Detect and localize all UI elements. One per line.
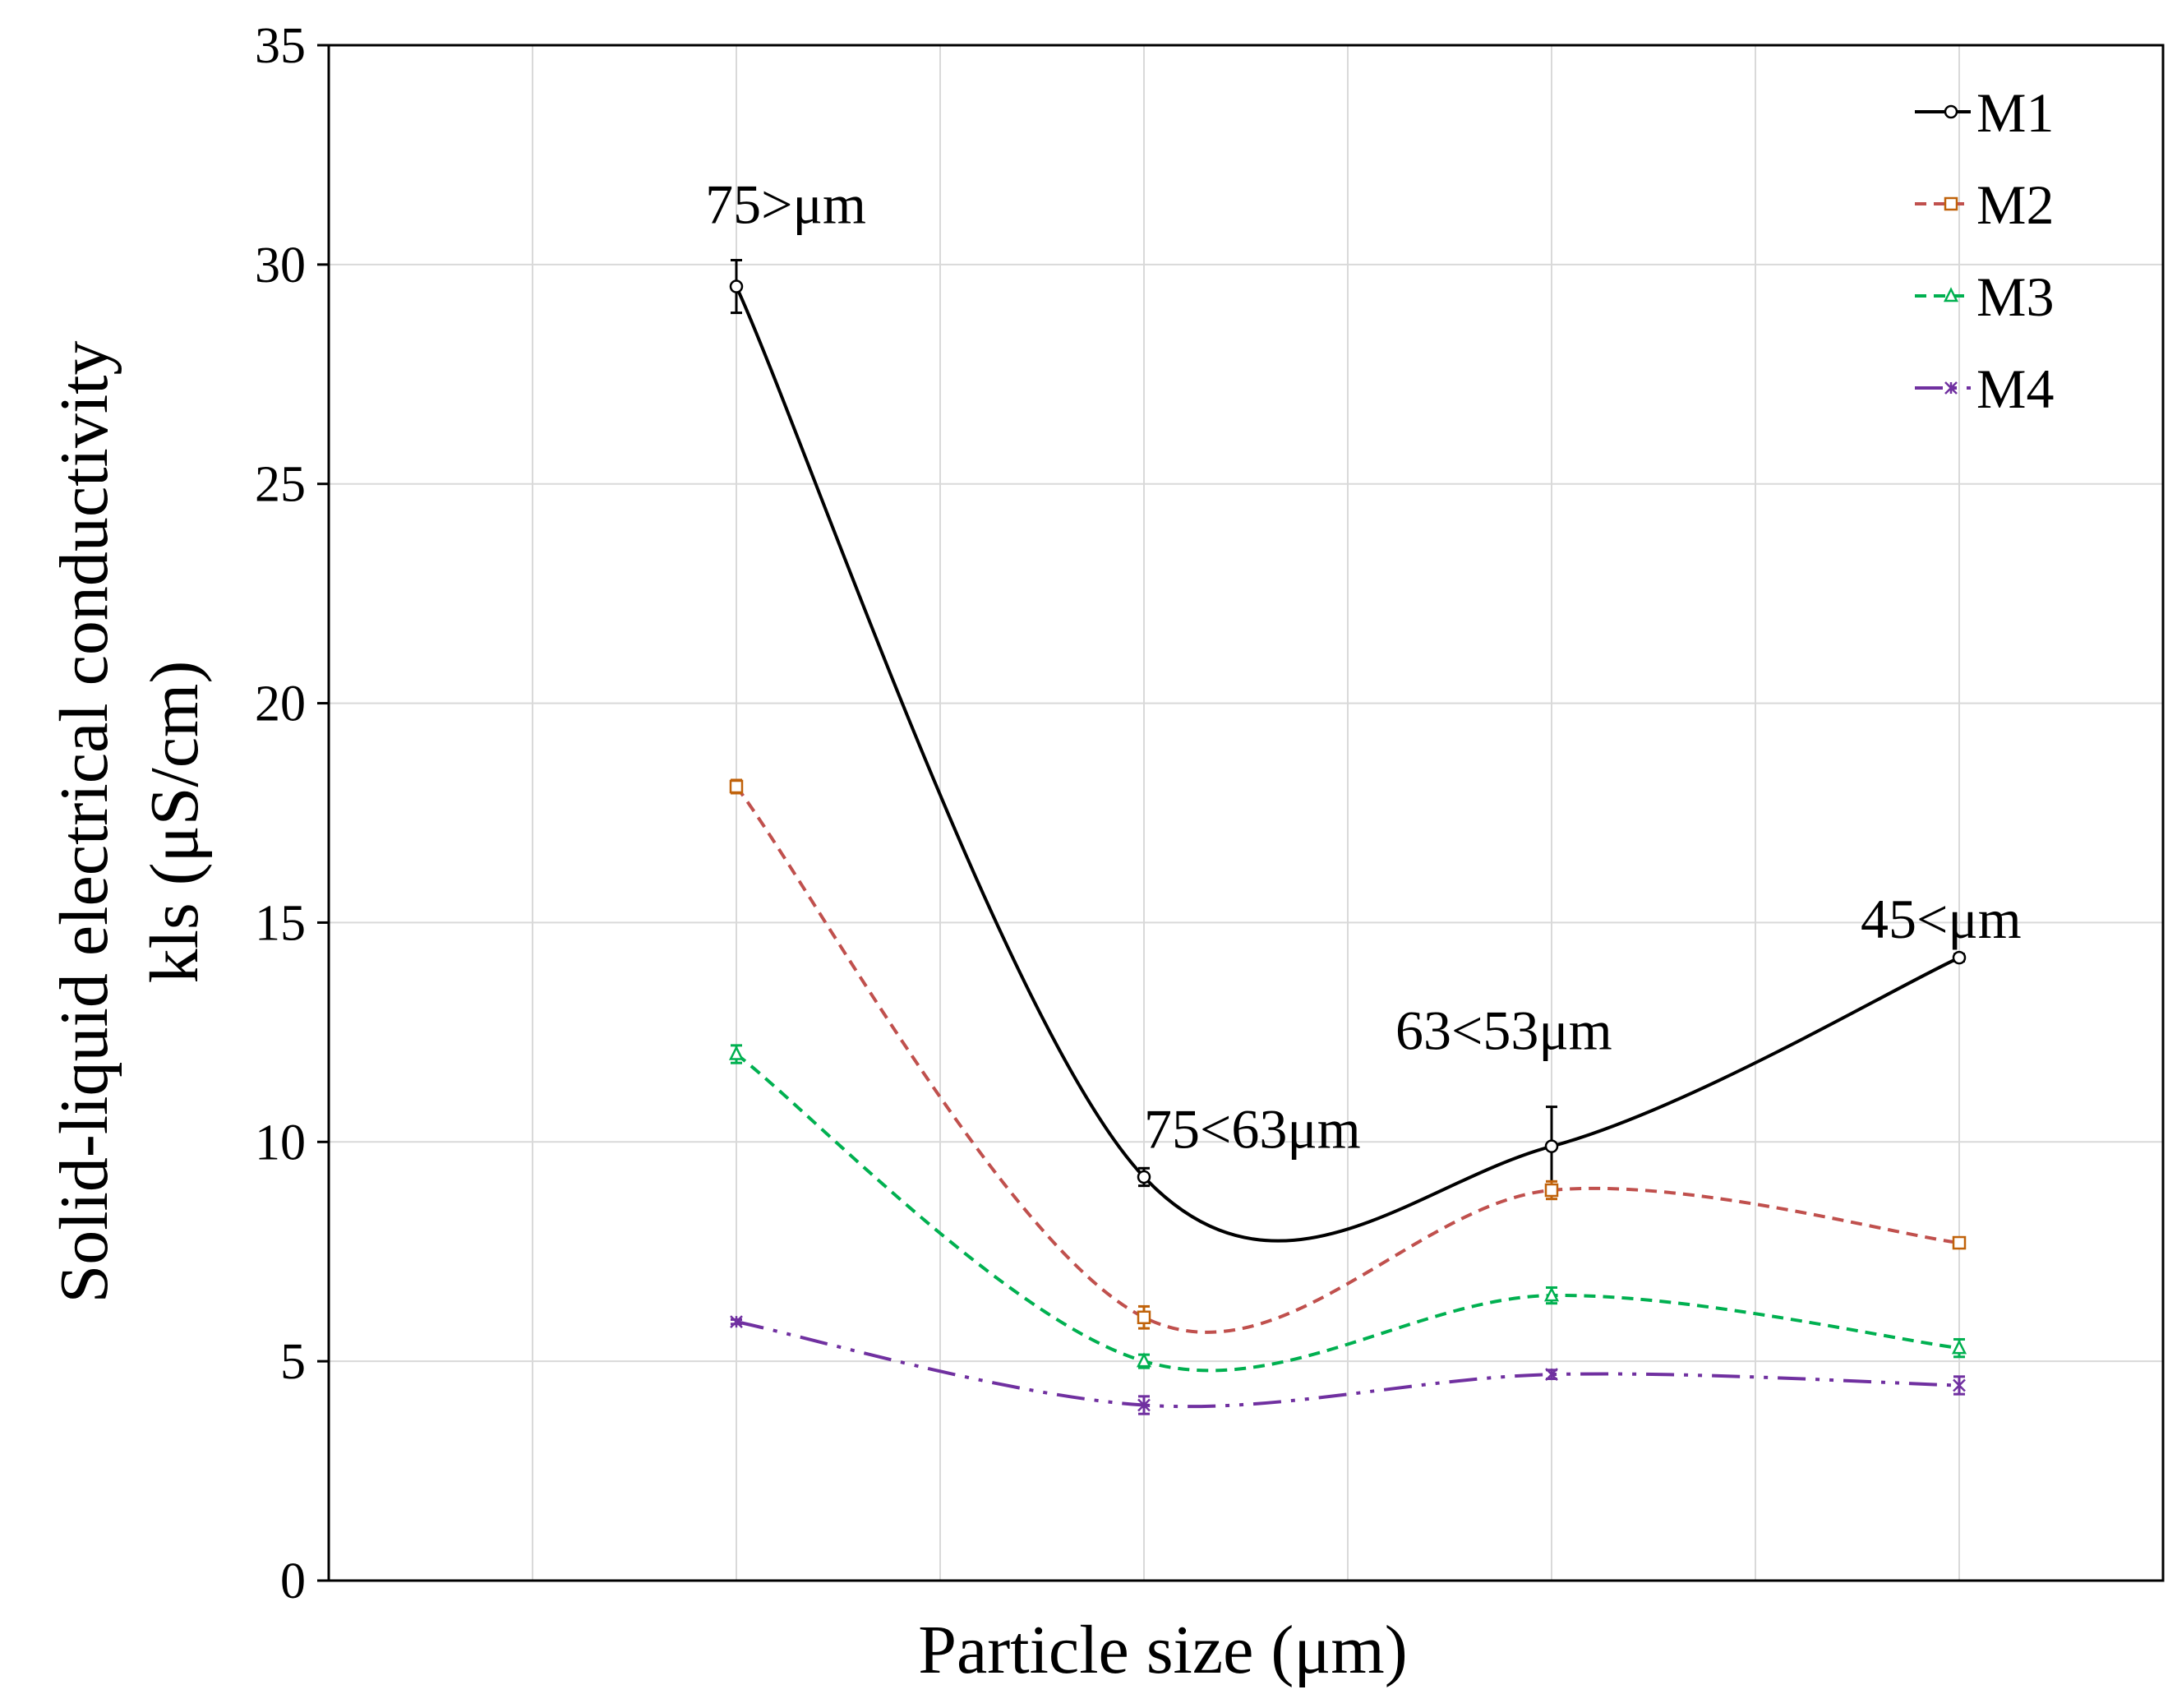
data-point-M2-2 — [1544, 1183, 1559, 1198]
legend-item-M3: M3 — [1915, 265, 2054, 328]
data-point-M2-1 — [1137, 1310, 1151, 1325]
x-axis-title: Particle size (μm) — [918, 1612, 1407, 1688]
data-point-M1-2 — [1544, 1139, 1559, 1153]
legend-marker-M2 — [1944, 196, 1958, 211]
grid-lines — [329, 45, 2163, 1581]
y-axis-ticks: 0 5 10 15 20 25 30 35 — [255, 18, 329, 1609]
y-axis-title-line-2: kls (μS/cm) — [136, 661, 213, 984]
series-line-M4 — [736, 1320, 1960, 1409]
legend-item-M2: M2 — [1915, 173, 2054, 236]
data-point-M2-0 — [729, 779, 744, 794]
plot-frame — [327, 44, 2165, 1582]
series-line-M3 — [735, 1052, 1960, 1373]
data-point-M4-3 — [1953, 1378, 1966, 1392]
legend-marker-M3 — [1943, 287, 1959, 302]
data-point-M1-3 — [1952, 950, 1967, 965]
legend-marker-M4 — [1944, 381, 1958, 395]
y-tick-label-7: 35 — [255, 18, 306, 74]
series-line-M2 — [735, 785, 1960, 1334]
data-point-M3-1 — [1136, 1352, 1152, 1368]
y-tick-label-0: 0 — [280, 1553, 306, 1609]
y-tick-label-1: 5 — [280, 1334, 306, 1390]
y-tick-label-4: 20 — [255, 676, 306, 732]
data-point-M2-3 — [1952, 1235, 1967, 1250]
legend-label-M1: M1 — [1976, 81, 2054, 144]
y-tick-label-6: 30 — [255, 238, 306, 293]
y-tick-label-5: 25 — [255, 457, 306, 513]
category-annotation-0: 75>μm — [705, 173, 866, 236]
data-point-M3-2 — [1543, 1286, 1560, 1302]
data-point-M4-0 — [730, 1315, 743, 1328]
y-axis-title-line-1: Solid-liquid electrical conductivity — [46, 340, 122, 1303]
data-point-M1-1 — [1137, 1170, 1151, 1184]
legend: M1 M2 M3 M4 — [1915, 81, 2054, 420]
data-point-M3-0 — [728, 1045, 745, 1060]
y-axis-title: Solid-liquid electrical conductivity kls… — [46, 340, 213, 1303]
category-annotations: 75>μm 75<63μm 63<53μm 45<μm — [705, 173, 2022, 1161]
legend-label-M4: M4 — [1976, 358, 2054, 420]
series-line-M1 — [735, 285, 1960, 1243]
category-annotation-3: 45<μm — [1861, 888, 2022, 950]
legend-label-M2: M2 — [1976, 173, 2054, 236]
series-lines — [728, 259, 1967, 1415]
data-point-M1-0 — [729, 279, 744, 293]
data-point-M4-1 — [1137, 1398, 1151, 1412]
category-annotation-2: 63<53μm — [1395, 999, 1612, 1062]
legend-marker-M1 — [1944, 104, 1958, 119]
data-point-M4-2 — [1545, 1368, 1558, 1382]
data-point-M3-3 — [1951, 1339, 1967, 1355]
category-annotation-1: 75<63μm — [1144, 1097, 1361, 1160]
legend-item-M4: M4 — [1915, 358, 2054, 420]
legend-item-M1: M1 — [1915, 81, 2054, 144]
y-tick-label-2: 10 — [255, 1115, 306, 1170]
legend-label-M3: M3 — [1976, 265, 2054, 328]
y-tick-label-3: 15 — [255, 895, 306, 951]
